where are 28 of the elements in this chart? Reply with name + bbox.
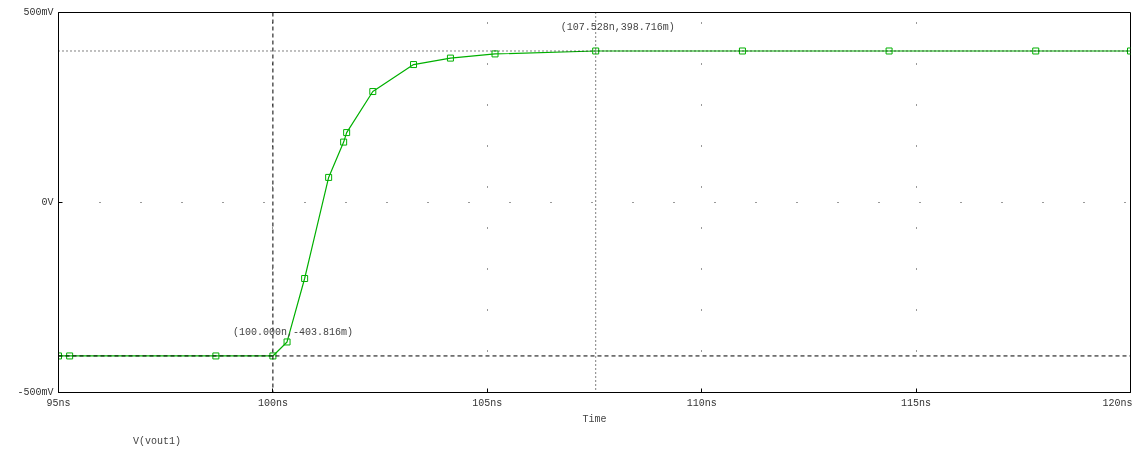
point bbox=[325, 173, 333, 181]
point bbox=[212, 352, 220, 360]
point bbox=[491, 50, 499, 58]
point bbox=[885, 47, 893, 55]
point bbox=[269, 352, 277, 360]
point bbox=[343, 129, 351, 137]
x-tick-label: 100ns bbox=[257, 397, 288, 409]
x-tick-label: 105ns bbox=[472, 397, 503, 409]
point bbox=[738, 47, 746, 55]
x-tick-label: 95ns bbox=[46, 397, 71, 409]
point bbox=[1032, 47, 1040, 55]
x-axis-title: Time bbox=[582, 413, 607, 425]
text: V(vout1) bbox=[133, 435, 182, 447]
x-tick-label: 120ns bbox=[1102, 397, 1133, 409]
point bbox=[283, 338, 291, 346]
point bbox=[340, 138, 348, 146]
point bbox=[446, 54, 454, 62]
y-tick-label: 0V bbox=[41, 197, 54, 208]
x-tick-label: 110ns bbox=[686, 397, 717, 409]
point bbox=[301, 275, 309, 282]
point bbox=[369, 88, 377, 96]
y-tick-label: -500mV bbox=[17, 387, 54, 398]
annotation: (107.528n,398.716m) bbox=[560, 21, 675, 33]
point bbox=[66, 352, 74, 360]
y-tick-label: 500mV bbox=[23, 7, 54, 18]
point bbox=[592, 47, 600, 55]
x-tick-label: 115ns bbox=[901, 397, 932, 409]
point bbox=[410, 61, 418, 69]
